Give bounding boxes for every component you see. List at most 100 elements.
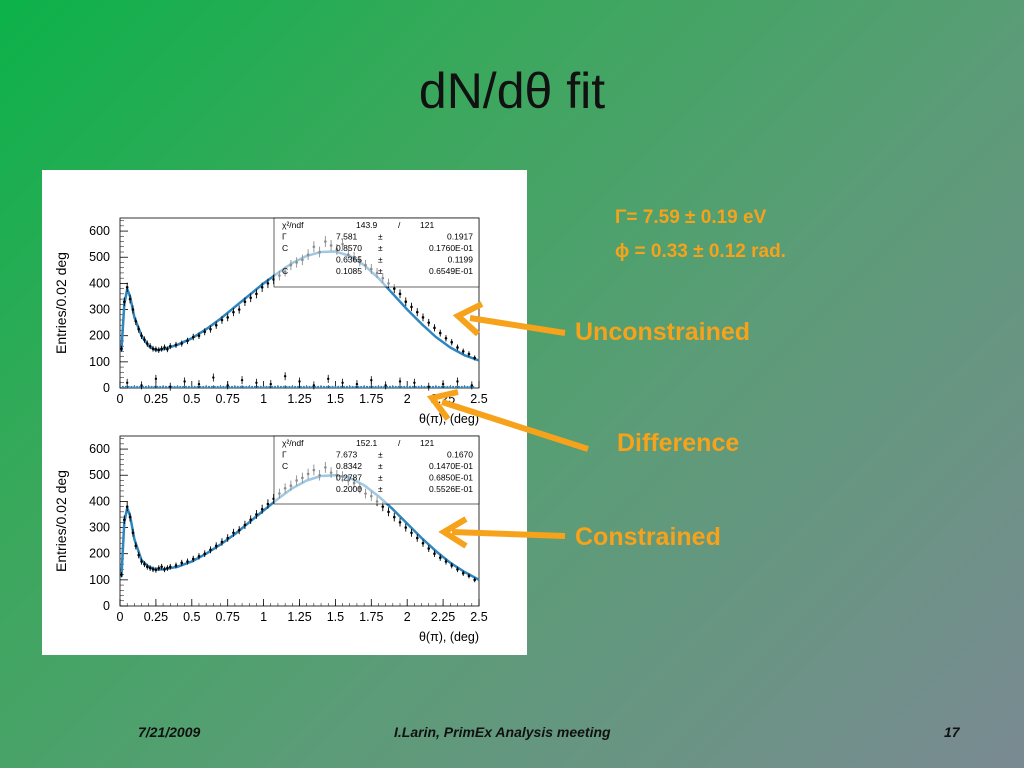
stats-param-value: 7.581: [336, 232, 358, 242]
data-point: [131, 308, 135, 311]
data-point: [438, 556, 442, 559]
x-tick-label: 0.75: [216, 610, 240, 624]
data-point: [203, 552, 207, 555]
data-point: [404, 300, 408, 303]
difference-point: [398, 380, 402, 383]
x-tick-label: 2.25: [431, 610, 455, 624]
data-point: [444, 337, 448, 340]
data-point: [186, 339, 189, 343]
stats-chi2-value: 152.1: [356, 438, 378, 448]
data-point: [456, 346, 459, 349]
data-point: [134, 320, 138, 323]
stats-param-name: C: [282, 461, 288, 471]
data-point: [421, 541, 425, 545]
data-point: [232, 310, 235, 314]
data-point: [415, 310, 419, 314]
stats-param-value: 0.2000: [336, 484, 362, 494]
stats-chi2-value: 143.9: [356, 220, 378, 230]
slide-title: dN/dθ fit: [418, 63, 606, 119]
stats-param-name: Γ: [282, 232, 287, 242]
unconstrained-plot: 0 0.25 0.5 0.75 1 1.25 1.5 1.75 2 2.25 2.501002003…: [53, 217, 488, 426]
data-point: [154, 347, 158, 351]
x-tick-label: 1: [260, 392, 267, 406]
data-point: [186, 560, 189, 563]
stats-param-value: 0.1085: [336, 266, 362, 276]
data-point: [123, 300, 126, 303]
difference-point: [283, 375, 287, 378]
y-tick-label: 200: [89, 329, 110, 343]
data-point: [123, 518, 126, 521]
data-point: [249, 518, 252, 521]
data-point: [421, 316, 425, 319]
constrained-plot: 0 0.25 0.5 0.75 1 1.25 1.5 1.75 2 2.25 2.5 0 100 200 3…: [53, 435, 488, 644]
data-point: [174, 343, 178, 347]
y-tick-label: 500: [89, 468, 110, 482]
difference-point: [298, 380, 301, 383]
stats-param-name: C: [282, 243, 288, 253]
difference-point: [269, 382, 272, 386]
data-point: [450, 564, 454, 567]
x-tick-label: 2: [404, 392, 411, 406]
x-tick-label: 2.5: [470, 392, 487, 406]
data-point: [143, 338, 146, 341]
data-point: [214, 544, 218, 548]
data-point: [180, 342, 184, 345]
difference-point: [212, 376, 215, 379]
data-point: [237, 528, 241, 532]
stats-pm: ±: [378, 255, 383, 265]
data-point: [249, 296, 252, 300]
data-point: [203, 330, 207, 334]
stats-ndf-value: 121: [420, 220, 434, 230]
data-point: [427, 321, 431, 324]
x-tick-label: 1.75: [359, 610, 383, 624]
data-point: [163, 346, 166, 349]
data-point: [154, 568, 158, 572]
arrow-constrained: [438, 516, 566, 549]
data-point: [237, 308, 241, 311]
y-tick-label: 600: [89, 442, 110, 456]
data-point: [157, 348, 161, 352]
x-tick-label: 1.5: [327, 610, 344, 624]
data-point: [197, 555, 201, 558]
x-tick-label: 0.25: [144, 392, 168, 406]
data-point: [168, 565, 172, 569]
data-point: [226, 536, 229, 540]
difference-point: [169, 385, 172, 388]
data-point: [151, 347, 155, 351]
x-tick-label: 1.25: [287, 610, 311, 624]
y-axis-label: Entries/0.02 deg: [53, 470, 69, 572]
data-point: [209, 548, 212, 552]
data-point: [461, 350, 465, 353]
stats-pm: ±: [378, 232, 383, 242]
plots-svg: 0 0.25 0.5 0.75 1 1.25 1.5 1.75 2 2.25 2.501002003…: [53, 217, 488, 644]
data-point: [232, 531, 235, 535]
stats-box: [273, 435, 480, 505]
stats-param-name: C: [282, 266, 288, 276]
y-tick-label: 300: [89, 303, 110, 317]
y-tick-label: 500: [89, 250, 110, 264]
data-point: [438, 331, 442, 335]
data-point: [398, 292, 402, 296]
difference-point: [370, 378, 373, 382]
data-point: [467, 352, 471, 356]
data-point: [392, 515, 396, 519]
y-axis-label: Entries/0.02 deg: [53, 252, 69, 354]
data-point: [266, 282, 270, 285]
difference-point: [341, 381, 344, 384]
arrow-difference: [426, 389, 589, 452]
x-tick-label: 0.5: [183, 610, 200, 624]
data-point: [433, 326, 436, 330]
stats-chi2-slash: /: [398, 220, 401, 230]
y-tick-label: 300: [89, 521, 110, 535]
stats-pm: ±: [378, 461, 383, 471]
data-point: [145, 342, 149, 345]
data-point: [137, 327, 140, 331]
data-point: [197, 334, 201, 337]
data-point: [398, 521, 402, 524]
x-tick-label: 1.5: [327, 392, 344, 406]
y-tick-label: 600: [89, 224, 110, 238]
stats-param-error: 0.1199: [448, 255, 474, 265]
difference-point: [384, 384, 387, 387]
stats-param-value: 0.8342: [336, 461, 362, 471]
stats-param-error: 0.1670: [447, 450, 473, 460]
